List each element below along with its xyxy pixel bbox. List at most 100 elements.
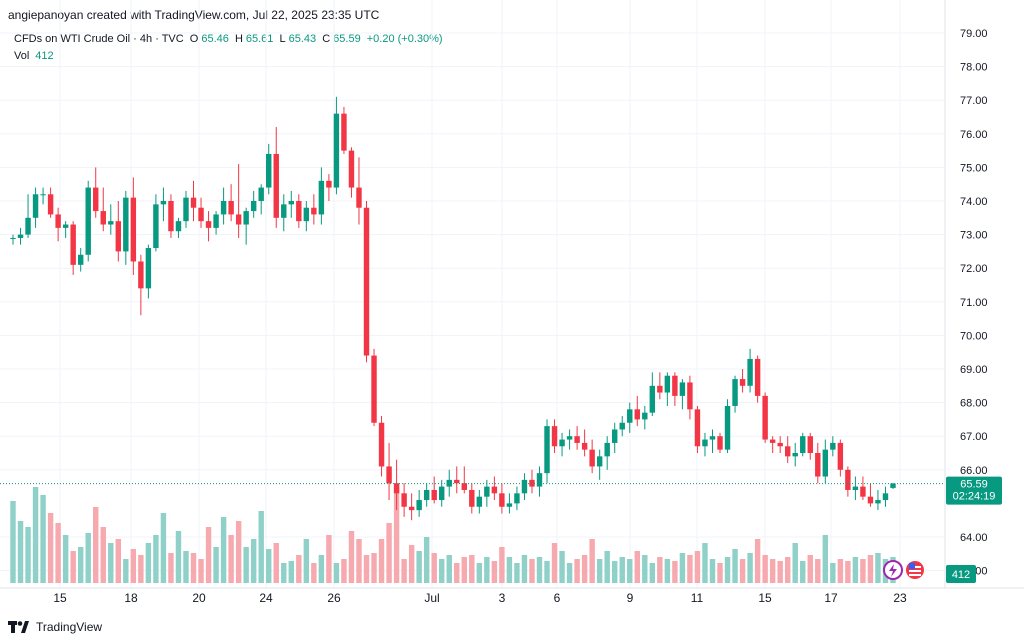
volume-bar — [266, 549, 272, 583]
open-value: 65.46 — [201, 33, 229, 45]
volume-bar — [657, 557, 663, 583]
volume-bar — [296, 555, 302, 583]
volume-bar — [875, 553, 881, 583]
volume-bar — [754, 539, 761, 583]
volume-bar — [303, 539, 310, 583]
price-axis[interactable]: 79.00 78.00 77.00 76.00 75.00 74.00 73.00 72.00… — [960, 28, 988, 578]
candle-body — [408, 506, 415, 511]
candle-body — [506, 503, 513, 507]
volume-bar — [130, 549, 137, 583]
volume-bar — [476, 563, 483, 583]
volume-bar — [581, 555, 588, 583]
candle-body — [446, 479, 452, 487]
volume-bar — [687, 555, 693, 583]
high-value: 65.61 — [245, 33, 274, 45]
y-tick-label: 76.00 — [960, 129, 988, 141]
volume-bar — [401, 559, 407, 583]
last-price-text: 65.59 — [960, 479, 988, 491]
x-tick-label: Jul — [424, 591, 439, 605]
y-tick-label: 67.00 — [960, 431, 988, 443]
volume-bar — [439, 559, 445, 583]
low-label: L — [279, 33, 286, 45]
candle-body — [198, 207, 204, 222]
candle-body — [784, 446, 791, 457]
candle-body — [228, 201, 234, 215]
volume-bar — [559, 551, 565, 583]
candle-body — [581, 442, 588, 450]
candle-body — [130, 197, 137, 262]
y-tick-label: 64.00 — [960, 532, 988, 544]
event-icons[interactable] — [883, 560, 924, 580]
volume-bar — [604, 551, 610, 583]
candle-body — [536, 473, 543, 487]
candle-body — [822, 449, 829, 477]
volume-bar — [860, 559, 866, 583]
volume-bar — [822, 535, 829, 583]
volume-legend: Vol 412 — [14, 50, 54, 62]
volume-bar — [431, 553, 437, 583]
volume-bar — [281, 563, 287, 583]
candle-body — [521, 479, 528, 494]
candle-body — [423, 489, 430, 501]
y-tick-label: 71.00 — [960, 297, 988, 309]
volume-bar — [288, 561, 294, 583]
candle-body — [55, 214, 61, 228]
candle-body — [77, 254, 84, 265]
candle-body — [469, 489, 475, 507]
volume-bar — [160, 513, 167, 583]
volume-bar — [589, 539, 595, 583]
symbol-label[interactable]: CFDs on WTI Crude Oil · 4h · TVC — [14, 33, 184, 45]
volume-bar — [348, 531, 355, 583]
x-tick-label: 15 — [758, 591, 772, 605]
volume-label: Vol — [14, 50, 30, 62]
volume-bar — [634, 551, 640, 583]
volume-bar — [491, 561, 498, 583]
volume-bar — [108, 543, 114, 583]
candle-body — [642, 412, 648, 420]
candle-body — [845, 469, 851, 490]
candle-body — [258, 187, 264, 201]
y-tick-label: 70.00 — [960, 330, 988, 342]
candle-body — [100, 211, 106, 225]
candle-body — [672, 375, 678, 396]
candle-body — [649, 385, 656, 413]
volume-bar — [596, 559, 603, 583]
ohlc-legend: CFDs on WTI Crude Oil · 4h · TVC O 65.46 … — [14, 33, 446, 45]
volume-bar — [258, 511, 264, 583]
volume-bar — [702, 543, 708, 583]
volume-bar — [574, 559, 580, 583]
flag-stripe-icon — [909, 574, 921, 576]
volume-bar — [769, 559, 776, 583]
volume-bar — [198, 559, 204, 583]
time-axis[interactable]: 15 18 20 24 26 Jul 3 6 9 11 15 17 23 — [53, 591, 907, 605]
volume-bar — [190, 553, 197, 583]
volume-bar — [243, 547, 249, 583]
candle-body — [168, 201, 174, 232]
candle-body — [687, 382, 693, 410]
candle-body — [341, 113, 347, 151]
volume-bar — [70, 551, 76, 583]
volume-bar — [837, 559, 844, 583]
x-tick-label: 20 — [192, 591, 206, 605]
volume-bar — [852, 557, 859, 583]
volume-bar — [800, 561, 806, 583]
volume-bar — [612, 561, 618, 583]
tradingview-logo-icon — [8, 621, 29, 633]
volume-bar — [566, 563, 573, 583]
x-tick-label: 6 — [554, 591, 561, 605]
candle-body — [627, 409, 633, 423]
volume-bar — [333, 563, 340, 583]
volume-badge — [946, 565, 976, 583]
volume-bar — [153, 535, 159, 583]
candle-body — [657, 385, 663, 393]
volume-bar — [619, 557, 625, 583]
candle-body — [739, 379, 746, 386]
volume-bar — [649, 563, 656, 583]
candle-body — [303, 207, 310, 222]
brand-name[interactable]: TradingView — [36, 620, 103, 634]
candle-body — [574, 436, 580, 443]
candle-body — [431, 489, 437, 501]
candle-body — [93, 187, 99, 212]
candle-body — [461, 483, 467, 490]
